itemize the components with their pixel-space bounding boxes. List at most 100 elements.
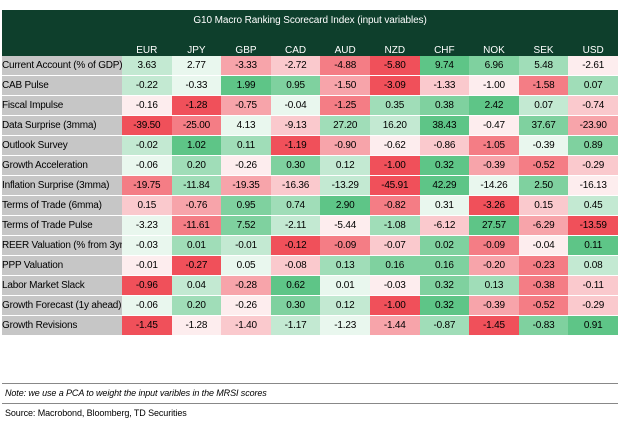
header-corner (2, 30, 122, 56)
cell-aud: 27.20 (320, 115, 370, 136)
cell-sek: -0.52 (518, 295, 569, 316)
cell-cad: -1.19 (270, 135, 321, 156)
table-row: PPP Valuation -0.01 -0.27 0.05 -0.08 0.13 0.16… (2, 255, 619, 276)
row-label: Growth Revisions (2, 315, 122, 336)
cell-aud: 0.12 (320, 295, 370, 316)
row-label: Outlook Survey (2, 135, 122, 156)
cell-chf: 0.32 (419, 295, 470, 316)
cell-sek: 5.48 (518, 56, 569, 76)
row-label: Growth Forecast (1y ahead) (2, 295, 122, 316)
cell-gbp: -3.33 (221, 56, 271, 76)
cell-nzd: -0.82 (369, 195, 420, 216)
cell-usd: 0.89 (568, 135, 619, 156)
cell-eur: 3.63 (122, 56, 172, 76)
cell-chf: 0.02 (419, 235, 470, 256)
row-label: Growth Acceleration (2, 155, 122, 176)
cell-cad: -16.36 (270, 175, 321, 196)
cell-usd: -0.74 (568, 95, 619, 116)
cell-usd: -16.13 (568, 175, 619, 196)
cell-jpy: -11.84 (171, 175, 222, 196)
row-label: Inflation Surprise (3mma) (2, 175, 122, 196)
cell-eur: -0.02 (122, 135, 172, 156)
cell-sek: -1.58 (518, 75, 569, 96)
cell-nzd: -0.07 (369, 235, 420, 256)
table-title: G10 Macro Ranking Scorecard Index (input… (2, 10, 619, 30)
cell-sek: 0.07 (518, 95, 569, 116)
cell-chf: -0.87 (419, 315, 470, 336)
cell-cad: -0.04 (270, 95, 321, 116)
cell-nok: -14.26 (469, 175, 519, 196)
cell-gbp: -0.26 (221, 155, 271, 176)
table-row: Current Account (% of GDP) 3.63 2.77 -3.33-… (2, 56, 619, 76)
cell-jpy: -0.27 (171, 255, 222, 276)
cell-cad: 0.30 (270, 155, 321, 176)
cell-aud: -0.90 (320, 135, 370, 156)
cell-eur: -0.16 (122, 95, 172, 116)
cell-usd: -23.90 (568, 115, 619, 136)
row-label: Current Account (% of GDP) (2, 56, 122, 76)
cell-aud: 2.90 (320, 195, 370, 216)
cell-nok: -0.47 (469, 115, 519, 136)
source-line: Source: Macrobond, Bloomberg, TD Securit… (2, 403, 618, 423)
cell-cad: -0.08 (270, 255, 321, 276)
cell-nzd: -3.09 (369, 75, 420, 96)
cell-aud: -13.29 (320, 175, 370, 196)
cell-cad: 0.62 (270, 275, 321, 296)
cell-cad: -2.72 (270, 56, 321, 76)
cell-jpy: 0.04 (171, 275, 222, 296)
table-row: Growth Forecast (1y ahead) -0.06 0.20 -0.26… (2, 295, 619, 316)
row-label: Labor Market Slack (2, 275, 122, 296)
cell-chf: -6.12 (419, 215, 470, 236)
table-row: Growth Revisions -1.45 -1.28 -1.40 -1.17 -1.2… (2, 315, 619, 336)
cell-nzd: -1.00 (369, 155, 420, 176)
cell-gbp: -0.26 (221, 295, 271, 316)
cell-eur: -0.22 (122, 75, 172, 96)
cell-jpy: -11.61 (171, 215, 222, 236)
cell-jpy: -25.00 (171, 115, 222, 136)
row-label: CAB Pulse (2, 75, 122, 96)
cell-chf: 0.16 (419, 255, 470, 276)
cell-usd: -2.61 (568, 56, 619, 76)
cell-usd: -0.29 (568, 155, 619, 176)
cell-chf: 0.32 (419, 155, 470, 176)
cell-gbp: 0.11 (221, 135, 271, 156)
cell-nok: 27.57 (469, 215, 519, 236)
cell-eur: -0.96 (122, 275, 172, 296)
cell-gbp: 4.13 (221, 115, 271, 136)
cell-sek: -6.29 (518, 215, 569, 236)
cell-cad: 0.95 (270, 75, 321, 96)
cell-cad: -0.12 (270, 235, 321, 256)
cell-jpy: 0.01 (171, 235, 222, 256)
cell-sek: -0.04 (518, 235, 569, 256)
table-row: CAB Pulse -0.22 -0.33 1.99 0.95 -1.50 -3.09 -1.… (2, 75, 619, 96)
cell-nzd: 0.16 (369, 255, 420, 276)
cell-aud: 0.12 (320, 155, 370, 176)
cell-eur: -0.03 (122, 235, 172, 256)
column-header-cad: CAD (270, 30, 321, 56)
cell-sek: -0.38 (518, 275, 569, 296)
notes-section: Note: we use a PCA to weight the input v… (2, 383, 618, 423)
cell-usd: -0.11 (568, 275, 619, 296)
cell-jpy: -0.33 (171, 75, 222, 96)
cell-nzd: -1.44 (369, 315, 420, 336)
column-header-eur: EUR (122, 30, 172, 56)
column-header-nzd: NZD (369, 30, 420, 56)
cell-eur: -3.23 (122, 215, 172, 236)
cell-chf: 42.29 (419, 175, 470, 196)
cell-aud: 0.01 (320, 275, 370, 296)
cell-eur: -0.01 (122, 255, 172, 276)
cell-aud: -1.23 (320, 315, 370, 336)
cell-aud: -4.88 (320, 56, 370, 76)
column-header-chf: CHF (419, 30, 470, 56)
cell-cad: -2.11 (270, 215, 321, 236)
cell-nzd: -1.00 (369, 295, 420, 316)
table-row: Data Surprise (3mma) -39.50 -25.00 4.13 -9.1… (2, 115, 619, 136)
cell-nok: -1.00 (469, 75, 519, 96)
cell-jpy: 0.20 (171, 155, 222, 176)
cell-sek: 2.50 (518, 175, 569, 196)
column-header-gbp: GBP (221, 30, 271, 56)
table-row: Terms of Trade (6mma) 0.15 -0.76 0.95 0.74 2.… (2, 195, 619, 216)
cell-usd: 0.45 (568, 195, 619, 216)
cell-nok: -0.20 (469, 255, 519, 276)
